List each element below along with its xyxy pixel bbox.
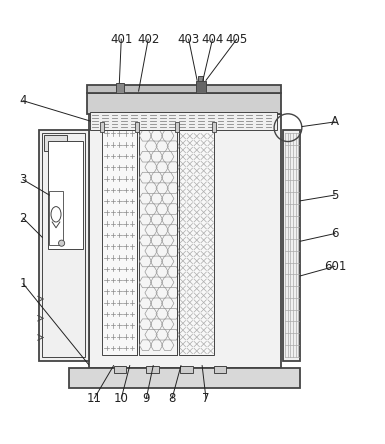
Text: 1: 1 [19,277,27,290]
Text: 401: 401 [110,32,132,46]
Bar [283,130,300,361]
Bar [146,366,159,373]
Bar [114,366,126,373]
Bar [102,130,137,355]
Bar [139,130,177,355]
Bar [198,75,203,82]
Bar [44,135,67,151]
Bar [196,82,206,93]
Text: 4: 4 [19,94,27,107]
Text: 6: 6 [331,227,339,240]
Bar [48,141,83,249]
Text: A: A [331,115,339,128]
Bar [42,134,85,357]
Bar [90,112,277,130]
Text: 5: 5 [331,189,339,202]
Bar [116,83,124,93]
Bar [87,93,281,114]
Bar [38,130,89,361]
Text: 3: 3 [19,173,27,186]
Text: 10: 10 [114,392,129,405]
Text: 9: 9 [142,392,150,405]
Bar [180,366,192,373]
Bar [175,122,179,131]
Bar [100,122,104,131]
Text: 7: 7 [202,392,210,405]
Text: 404: 404 [201,32,224,46]
Text: 8: 8 [168,392,176,405]
Bar [179,130,214,355]
Bar [87,85,281,93]
Circle shape [59,240,65,246]
Bar [135,122,139,131]
Text: 601: 601 [324,260,346,273]
Text: 405: 405 [226,32,248,46]
Text: 11: 11 [87,392,102,405]
Text: 403: 403 [177,32,200,46]
Text: 2: 2 [19,212,27,225]
Bar [214,366,226,373]
Bar [212,122,216,131]
Bar [49,191,63,245]
Bar [89,114,281,369]
Text: 402: 402 [137,32,159,46]
Bar [69,369,300,388]
